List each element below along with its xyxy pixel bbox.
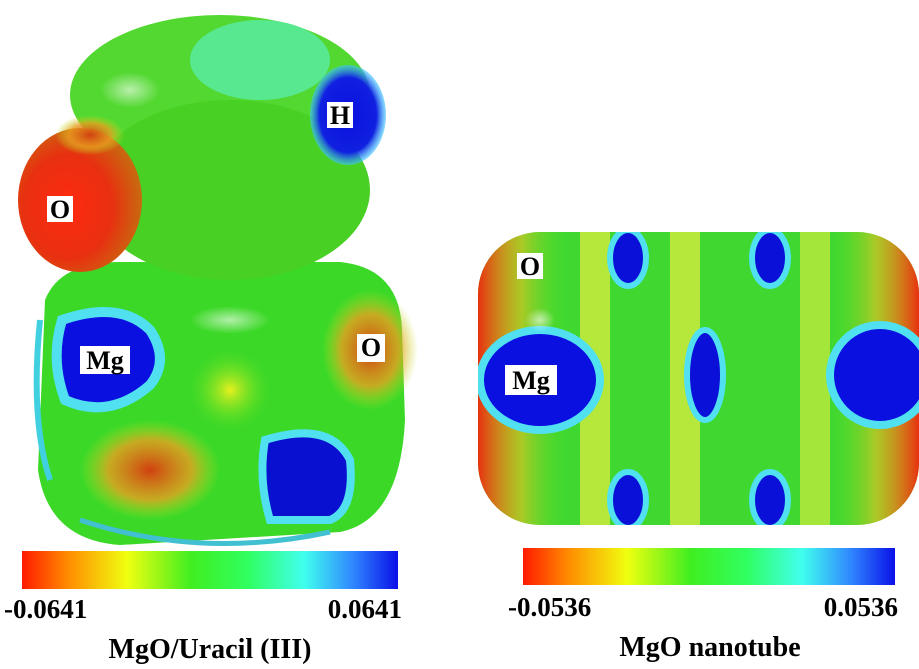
- atom-label: Mg: [86, 346, 124, 375]
- atom-label: O: [520, 252, 540, 281]
- colorbar-min: -0.0641: [4, 594, 87, 624]
- atom-label: Mg: [512, 366, 550, 395]
- colorbar-min: -0.0536: [508, 592, 591, 622]
- page: {"panels":[ {"atom_labels":["H","O","Mg"…: [0, 0, 919, 669]
- colorbar-max: 0.0536: [824, 592, 898, 622]
- caption: MgO nanotube: [619, 632, 800, 663]
- atom-label: O: [50, 195, 70, 224]
- atom-label: O: [361, 333, 381, 362]
- colorbar: [22, 551, 398, 589]
- figure: H O Mg O O Mg -0.0641 0.0641 MgO/Uracil …: [0, 0, 919, 669]
- caption: MgO/Uracil (III): [109, 634, 312, 665]
- colorbar-max: 0.0641: [328, 594, 402, 624]
- colorbar: [523, 548, 895, 585]
- mep-surface-left: [18, 15, 418, 545]
- atom-label: H: [330, 101, 350, 130]
